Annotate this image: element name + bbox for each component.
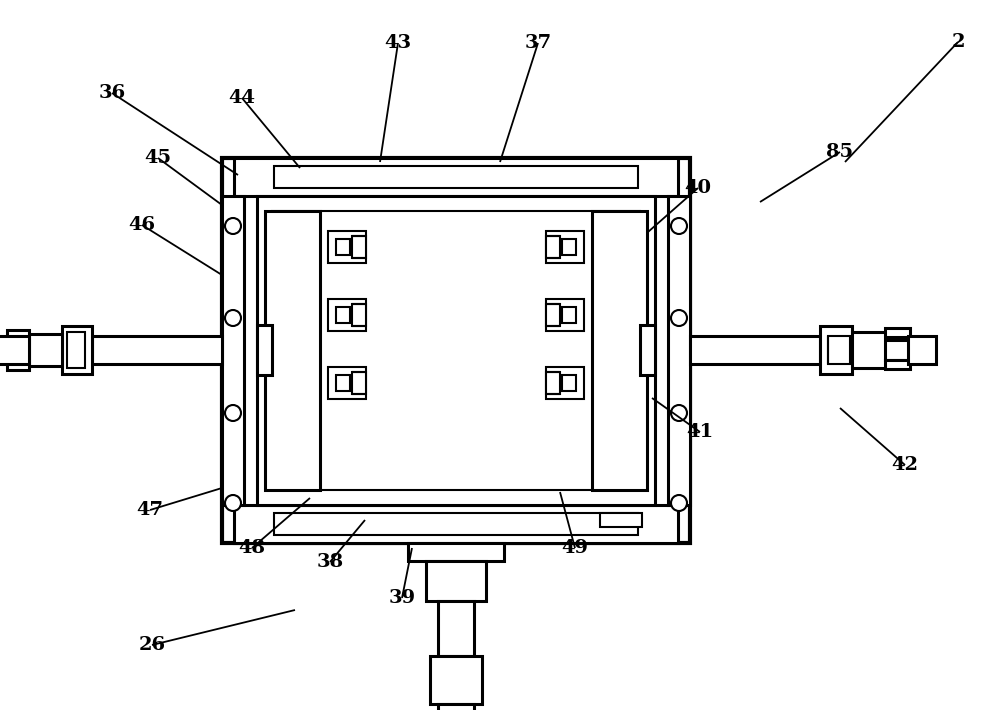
Bar [562, 375, 576, 391]
Text: 2: 2 [951, 33, 965, 51]
Bar [27, 334, 62, 366]
Circle shape [225, 405, 241, 421]
Bar [328, 367, 366, 399]
Circle shape [671, 405, 687, 421]
Text: 38: 38 [316, 553, 344, 571]
Bar [668, 196, 690, 505]
Circle shape [671, 495, 687, 511]
Bar [328, 231, 366, 263]
Text: 40: 40 [684, 179, 712, 197]
Text: 45: 45 [144, 149, 172, 167]
Bar [885, 340, 910, 360]
Bar [336, 239, 350, 255]
Bar [852, 332, 887, 368]
Bar [908, 336, 936, 364]
Text: 41: 41 [686, 423, 714, 441]
Bar [885, 328, 910, 337]
Text: 49: 49 [562, 539, 588, 557]
Bar [546, 231, 584, 263]
Bar [546, 372, 560, 394]
Text: 37: 37 [524, 34, 552, 52]
Bar [272, 211, 640, 490]
Bar [336, 307, 350, 323]
Bar [352, 372, 366, 394]
Text: 85: 85 [826, 143, 854, 161]
Text: 42: 42 [892, 456, 918, 474]
Bar [546, 304, 560, 326]
Bar [222, 158, 690, 543]
Bar [640, 325, 655, 375]
Bar [257, 325, 272, 375]
Bar [562, 307, 576, 323]
Bar [328, 299, 366, 331]
Bar [828, 336, 850, 364]
Bar [546, 236, 560, 258]
Text: 46: 46 [128, 216, 156, 234]
Bar [274, 513, 638, 535]
Bar [222, 196, 244, 505]
Bar [0, 336, 29, 364]
Bar [408, 543, 504, 561]
Text: 48: 48 [239, 539, 266, 557]
Bar [67, 332, 85, 368]
Text: 26: 26 [138, 636, 166, 654]
Bar [438, 704, 474, 710]
Bar [820, 326, 852, 374]
Circle shape [225, 310, 241, 326]
Bar [336, 375, 350, 391]
Circle shape [225, 218, 241, 234]
Text: 44: 44 [228, 89, 256, 107]
Bar [600, 513, 642, 527]
Bar [562, 239, 576, 255]
Circle shape [671, 218, 687, 234]
Bar [92, 336, 222, 364]
Bar [274, 166, 638, 188]
Text: 47: 47 [136, 501, 164, 519]
Bar [592, 211, 647, 490]
Bar [546, 367, 584, 399]
Bar [352, 304, 366, 326]
Bar [352, 236, 366, 258]
Bar [234, 505, 678, 543]
Bar [62, 326, 92, 374]
Text: 43: 43 [384, 34, 412, 52]
Text: 36: 36 [98, 84, 126, 102]
Bar [257, 196, 655, 505]
Circle shape [671, 310, 687, 326]
Text: 39: 39 [388, 589, 416, 607]
Bar [7, 330, 29, 370]
Bar [885, 360, 910, 369]
Bar [690, 336, 820, 364]
Bar [438, 601, 474, 656]
Bar [426, 561, 486, 601]
Bar [430, 656, 482, 704]
Bar [234, 158, 678, 196]
Circle shape [225, 495, 241, 511]
Bar [546, 299, 584, 331]
Bar [265, 211, 320, 490]
